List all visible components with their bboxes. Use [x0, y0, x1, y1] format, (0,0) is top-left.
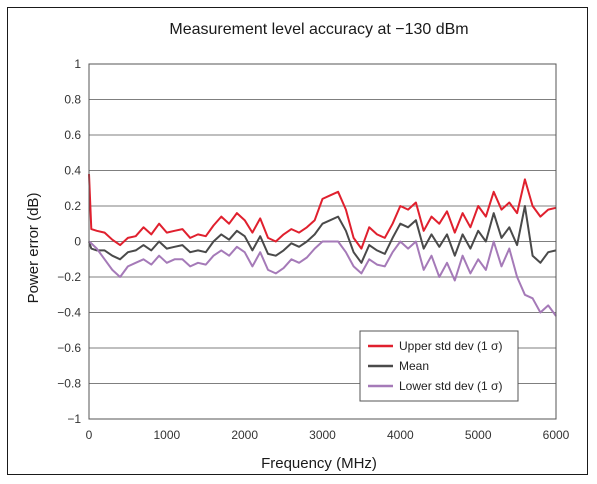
plot-area-border — [88, 63, 557, 420]
x-axis-label: Frequency (MHz) — [261, 455, 377, 472]
y-tick-label: 0.4 — [64, 164, 81, 178]
y-tick-label: 0.2 — [64, 199, 81, 213]
y-tick-label: 0.6 — [64, 128, 81, 142]
series-line-0 — [88, 174, 557, 250]
y-tick-label: −0.2 — [57, 270, 81, 284]
x-tick-labels: 0 1000 2000 3000 4000 5000 6000 — [86, 428, 570, 442]
x-tick-label: 5000 — [465, 428, 492, 442]
y-tick-labels: 1 0.8 0.6 0.4 0.2 0 −0.2 −0.4 −0.6 −0.8 −1 — [57, 57, 81, 426]
x-tick-label: 3000 — [309, 428, 336, 442]
series-line-1 — [88, 205, 557, 264]
x-tick-label: 6000 — [543, 428, 570, 442]
y-tick-label: −0.6 — [57, 341, 81, 355]
legend-label: Mean — [399, 359, 429, 373]
legend: Upper std dev (1 σ) Mean Lower std dev (1 … — [359, 330, 519, 402]
series-lines — [88, 174, 557, 317]
series-line-2 — [88, 240, 557, 317]
legend-label: Upper std dev (1 σ) — [399, 339, 502, 353]
x-tick-label: 1000 — [153, 428, 180, 442]
y-tick-label: −0.8 — [57, 377, 81, 391]
legend-label: Lower std dev (1 σ) — [399, 379, 502, 393]
y-axis-label: Power error (dB) — [25, 193, 42, 304]
chart-frame: Measurement level accuracy at −130 dBm 1… — [7, 7, 588, 475]
y-tick-label: −1 — [67, 412, 81, 426]
chart-canvas: Measurement level accuracy at −130 dBm 1… — [25, 21, 570, 472]
y-tick-label: −0.4 — [57, 306, 81, 320]
x-tick-label: 2000 — [231, 428, 258, 442]
y-tick-label: 0.8 — [64, 93, 81, 107]
chart-title: Measurement level accuracy at −130 dBm — [169, 21, 468, 38]
x-tick-label: 0 — [86, 428, 93, 442]
y-tick-label: 1 — [74, 57, 81, 71]
x-tick-label: 4000 — [387, 428, 414, 442]
y-tick-label: 0 — [74, 235, 81, 249]
